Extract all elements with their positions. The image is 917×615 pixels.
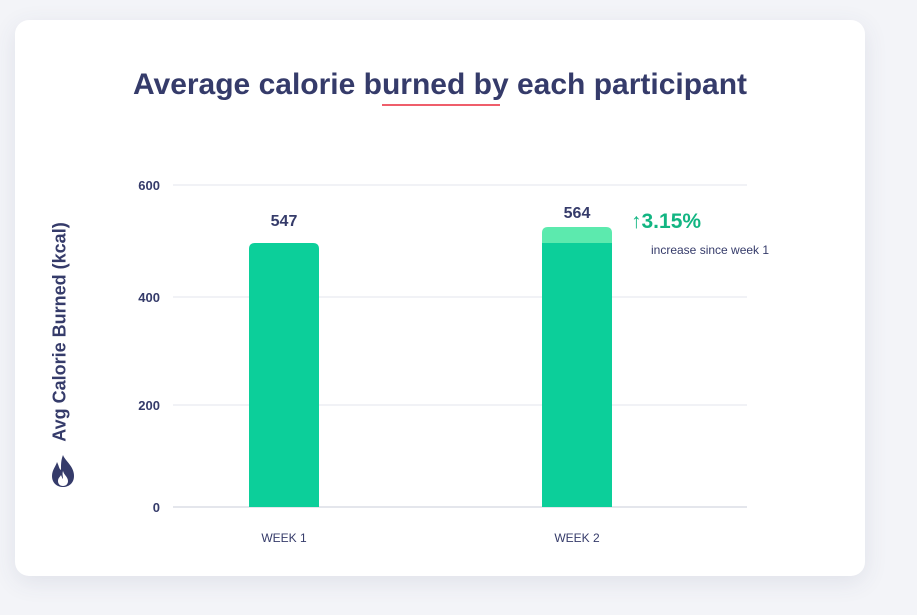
label-layer: 0 200 400 600 547 WEEK 1 564 WEEK 2 <box>138 178 600 545</box>
x-tick-label: WEEK 1 <box>261 531 307 545</box>
y-tick-label: 600 <box>138 178 160 193</box>
bar-week-2 <box>542 243 612 507</box>
flame-inner <box>58 471 68 486</box>
arrow-up-icon: ↑ <box>631 210 642 233</box>
y-tick-label: 400 <box>138 290 160 305</box>
increase-note: increase since week 1 <box>651 243 770 257</box>
x-tick-label: WEEK 2 <box>554 531 600 545</box>
value-label: 564 <box>564 205 591 222</box>
title-underline <box>382 104 500 106</box>
increase-value: 3.15% <box>641 210 702 233</box>
chart-card: Average calorie burned by each participa… <box>15 20 865 576</box>
value-label: 547 <box>271 213 298 230</box>
bar-week-1 <box>249 243 319 507</box>
bar-layer <box>249 227 612 507</box>
y-tick-label: 200 <box>138 398 160 413</box>
increase-annotation: ↑3.15% <box>631 210 701 234</box>
chart-title: Average calorie burned by each participa… <box>132 68 748 101</box>
y-tick-label: 0 <box>153 500 160 515</box>
flame-icon <box>52 455 74 487</box>
bar-chart: 0 200 400 600 547 WEEK 1 564 WEEK 2 <box>138 178 747 545</box>
